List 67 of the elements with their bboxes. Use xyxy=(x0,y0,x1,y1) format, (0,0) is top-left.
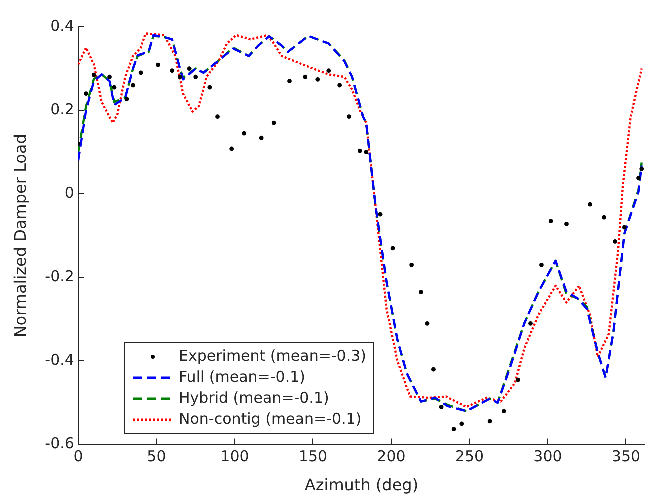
x-tick-label: 300 xyxy=(534,448,562,466)
point xyxy=(259,136,264,140)
point xyxy=(84,92,88,96)
point xyxy=(347,114,352,120)
legend-label: Experiment (mean=-0.3) xyxy=(179,346,367,367)
point xyxy=(131,83,136,88)
point xyxy=(602,215,607,220)
point xyxy=(208,85,212,90)
point xyxy=(178,74,182,80)
point xyxy=(516,378,520,382)
point xyxy=(548,219,554,224)
point xyxy=(272,120,276,126)
legend-label: Non-contig (mean=-0.1) xyxy=(179,409,362,430)
point xyxy=(156,62,160,68)
point xyxy=(338,83,342,88)
point xyxy=(460,422,464,426)
point xyxy=(326,68,332,74)
point xyxy=(502,409,506,414)
point xyxy=(378,212,383,217)
x-axis-title: Azimuth (deg) xyxy=(304,476,419,495)
legend-label: Full (mean=-0.1) xyxy=(179,367,306,388)
point xyxy=(540,262,544,268)
x-tick-label: 150 xyxy=(298,448,328,466)
y-tick-label: -0.4 xyxy=(45,351,74,370)
x-tick-label: 50 xyxy=(147,448,166,466)
x-tick-label: 200 xyxy=(377,448,406,466)
point xyxy=(316,77,320,82)
point xyxy=(138,70,144,76)
point xyxy=(564,222,569,226)
point xyxy=(613,240,618,244)
point xyxy=(303,74,308,80)
y-tick-label: 0 xyxy=(64,184,74,202)
point xyxy=(112,85,117,90)
x-tick-label: 350 xyxy=(612,448,641,466)
point xyxy=(636,176,641,180)
y-tick-label: 0.2 xyxy=(50,100,74,118)
point xyxy=(640,166,644,172)
point xyxy=(92,72,96,78)
point xyxy=(410,262,414,268)
point xyxy=(170,68,175,74)
point xyxy=(432,367,436,372)
point xyxy=(425,321,430,326)
point xyxy=(230,146,234,152)
point xyxy=(364,150,369,155)
y-tick-label: -0.2 xyxy=(45,268,74,286)
point xyxy=(390,246,396,251)
point xyxy=(124,97,130,102)
y-axis-title: Normalized Damper Load xyxy=(10,134,30,338)
point xyxy=(194,74,198,80)
legend-label: Hybrid (mean=-0.1) xyxy=(179,388,330,409)
point xyxy=(439,405,444,410)
point xyxy=(588,202,592,207)
y-tick-label: -0.6 xyxy=(45,434,74,453)
point xyxy=(488,419,492,424)
point xyxy=(358,148,362,154)
x-tick-label: 250 xyxy=(455,448,484,466)
point xyxy=(452,427,456,432)
point xyxy=(242,131,247,136)
y-tick-label: 0.4 xyxy=(50,16,74,35)
point xyxy=(108,74,112,80)
point xyxy=(528,321,533,326)
point xyxy=(216,114,220,120)
point xyxy=(288,79,292,84)
x-tick-label: 100 xyxy=(220,448,250,466)
point xyxy=(187,66,192,71)
point xyxy=(419,290,424,295)
point xyxy=(622,225,627,230)
